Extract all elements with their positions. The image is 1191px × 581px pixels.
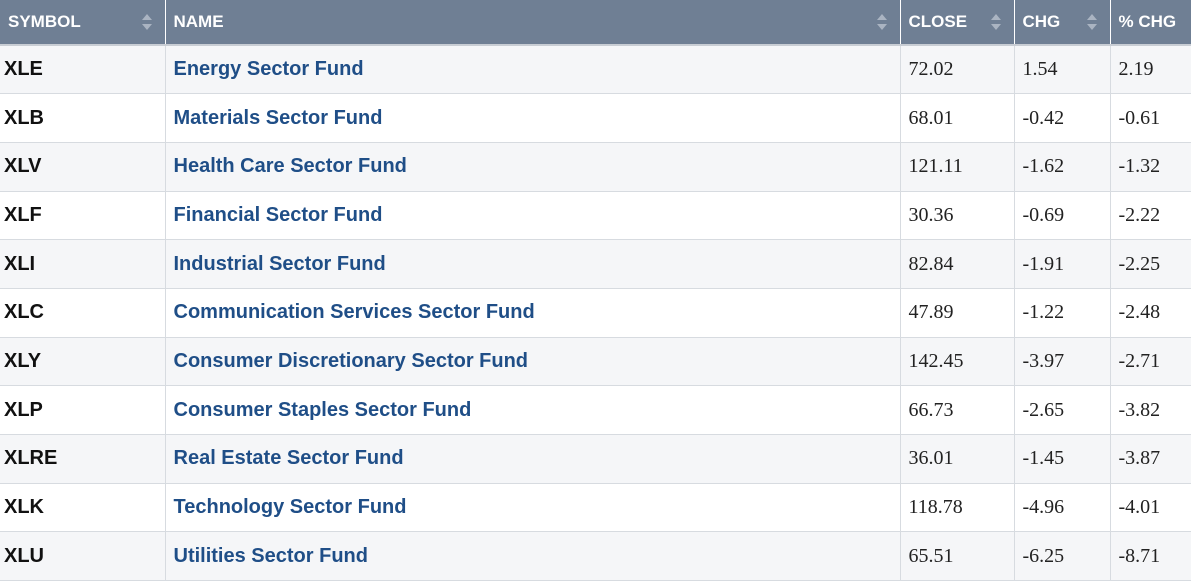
column-header-label: CLOSE <box>908 12 968 32</box>
column-header-label: % CHG <box>1118 12 1177 32</box>
chg-cell: -4.96 <box>1014 483 1111 533</box>
chg-cell: -1.45 <box>1014 434 1111 484</box>
name-cell: Materials Sector Fund <box>165 93 901 143</box>
pct-chg-cell: -2.71 <box>1110 337 1191 387</box>
fund-name-link[interactable]: Consumer Discretionary Sector Fund <box>173 349 529 372</box>
table-header: SYMBOL NAME CLOSE <box>0 0 1191 46</box>
name-cell: Financial Sector Fund <box>165 191 901 241</box>
close-cell: 82.84 <box>900 239 1015 289</box>
close-cell: 36.01 <box>900 434 1015 484</box>
pct-chg-cell: -3.82 <box>1110 385 1191 435</box>
table-row: XLV Health Care Sector Fund 121.11 -1.62… <box>0 142 1191 192</box>
chg-cell: -2.65 <box>1014 385 1111 435</box>
pct-chg-cell: -8.71 <box>1110 531 1191 581</box>
name-cell: Energy Sector Fund <box>165 45 901 95</box>
close-cell: 72.02 <box>900 45 1015 95</box>
symbol-cell: XLI <box>0 239 166 289</box>
fund-name-link[interactable]: Financial Sector Fund <box>173 203 383 226</box>
name-cell: Consumer Discretionary Sector Fund <box>165 337 901 387</box>
name-cell: Consumer Staples Sector Fund <box>165 385 901 435</box>
sort-arrows-icon[interactable] <box>990 13 1002 31</box>
symbol-cell: XLF <box>0 191 166 241</box>
symbol-cell: XLRE <box>0 434 166 484</box>
pct-chg-cell: -4.01 <box>1110 483 1191 533</box>
sort-arrows-icon[interactable] <box>876 13 888 31</box>
fund-name-link[interactable]: Energy Sector Fund <box>173 58 364 81</box>
fund-name-link[interactable]: Real Estate Sector Fund <box>173 447 404 470</box>
sort-arrows-icon[interactable] <box>141 13 153 31</box>
fund-name-link[interactable]: Utilities Sector Fund <box>173 544 368 567</box>
symbol-cell: XLE <box>0 45 166 95</box>
close-cell: 47.89 <box>900 288 1015 338</box>
column-header-label: SYMBOL <box>8 12 81 32</box>
chg-cell: -0.69 <box>1014 191 1111 241</box>
table-row: XLU Utilities Sector Fund 65.51 -6.25 -8… <box>0 531 1191 581</box>
chg-cell: 1.54 <box>1014 45 1111 95</box>
pct-chg-cell: 2.19 <box>1110 45 1191 95</box>
symbol-cell: XLP <box>0 385 166 435</box>
column-header-chg[interactable]: CHG <box>1014 0 1111 46</box>
fund-name-link[interactable]: Consumer Staples Sector Fund <box>173 398 472 421</box>
close-cell: 118.78 <box>900 483 1015 533</box>
fund-name-link[interactable]: Technology Sector Fund <box>173 496 407 519</box>
name-cell: Utilities Sector Fund <box>165 531 901 581</box>
close-cell: 121.11 <box>900 142 1015 192</box>
close-cell: 65.51 <box>900 531 1015 581</box>
sort-arrows-icon[interactable] <box>1086 13 1098 31</box>
close-cell: 30.36 <box>900 191 1015 241</box>
symbol-cell: XLB <box>0 93 166 143</box>
header-row: SYMBOL NAME CLOSE <box>0 0 1191 46</box>
pct-chg-cell: -1.32 <box>1110 142 1191 192</box>
chg-cell: -0.42 <box>1014 93 1111 143</box>
table-row: XLY Consumer Discretionary Sector Fund 1… <box>0 337 1191 387</box>
table-row: XLE Energy Sector Fund 72.02 1.54 2.19 <box>0 45 1191 95</box>
chg-cell: -1.91 <box>1014 239 1111 289</box>
table-row: XLF Financial Sector Fund 30.36 -0.69 -2… <box>0 191 1191 241</box>
column-header-label: CHG <box>1022 12 1061 32</box>
column-header-pct-chg[interactable]: % CHG <box>1110 0 1191 46</box>
symbol-cell: XLC <box>0 288 166 338</box>
close-cell: 142.45 <box>900 337 1015 387</box>
column-header-close[interactable]: CLOSE <box>900 0 1015 46</box>
name-cell: Industrial Sector Fund <box>165 239 901 289</box>
column-header-name[interactable]: NAME <box>165 0 901 46</box>
symbol-cell: XLU <box>0 531 166 581</box>
name-cell: Communication Services Sector Fund <box>165 288 901 338</box>
table-row: XLC Communication Services Sector Fund 4… <box>0 288 1191 338</box>
symbol-cell: XLY <box>0 337 166 387</box>
pct-chg-cell: -3.87 <box>1110 434 1191 484</box>
column-header-label: NAME <box>173 12 224 32</box>
table-row: XLK Technology Sector Fund 118.78 -4.96 … <box>0 483 1191 533</box>
chg-cell: -6.25 <box>1014 531 1111 581</box>
symbol-cell: XLK <box>0 483 166 533</box>
table-row: XLP Consumer Staples Sector Fund 66.73 -… <box>0 385 1191 435</box>
name-cell: Health Care Sector Fund <box>165 142 901 192</box>
close-cell: 68.01 <box>900 93 1015 143</box>
close-cell: 66.73 <box>900 385 1015 435</box>
chg-cell: -3.97 <box>1014 337 1111 387</box>
pct-chg-cell: -2.48 <box>1110 288 1191 338</box>
pct-chg-cell: -0.61 <box>1110 93 1191 143</box>
fund-name-link[interactable]: Communication Services Sector Fund <box>173 301 535 324</box>
fund-name-link[interactable]: Industrial Sector Fund <box>173 252 386 275</box>
fund-name-link[interactable]: Health Care Sector Fund <box>173 155 407 178</box>
table-row: XLB Materials Sector Fund 68.01 -0.42 -0… <box>0 93 1191 143</box>
table-row: XLRE Real Estate Sector Fund 36.01 -1.45… <box>0 434 1191 484</box>
table-body: XLE Energy Sector Fund 72.02 1.54 2.19 X… <box>0 45 1191 581</box>
table-row: XLI Industrial Sector Fund 82.84 -1.91 -… <box>0 239 1191 289</box>
name-cell: Technology Sector Fund <box>165 483 901 533</box>
pct-chg-cell: -2.25 <box>1110 239 1191 289</box>
name-cell: Real Estate Sector Fund <box>165 434 901 484</box>
symbol-cell: XLV <box>0 142 166 192</box>
column-header-symbol[interactable]: SYMBOL <box>0 0 166 46</box>
pct-chg-cell: -2.22 <box>1110 191 1191 241</box>
fund-name-link[interactable]: Materials Sector Fund <box>173 106 383 129</box>
chg-cell: -1.62 <box>1014 142 1111 192</box>
chg-cell: -1.22 <box>1014 288 1111 338</box>
